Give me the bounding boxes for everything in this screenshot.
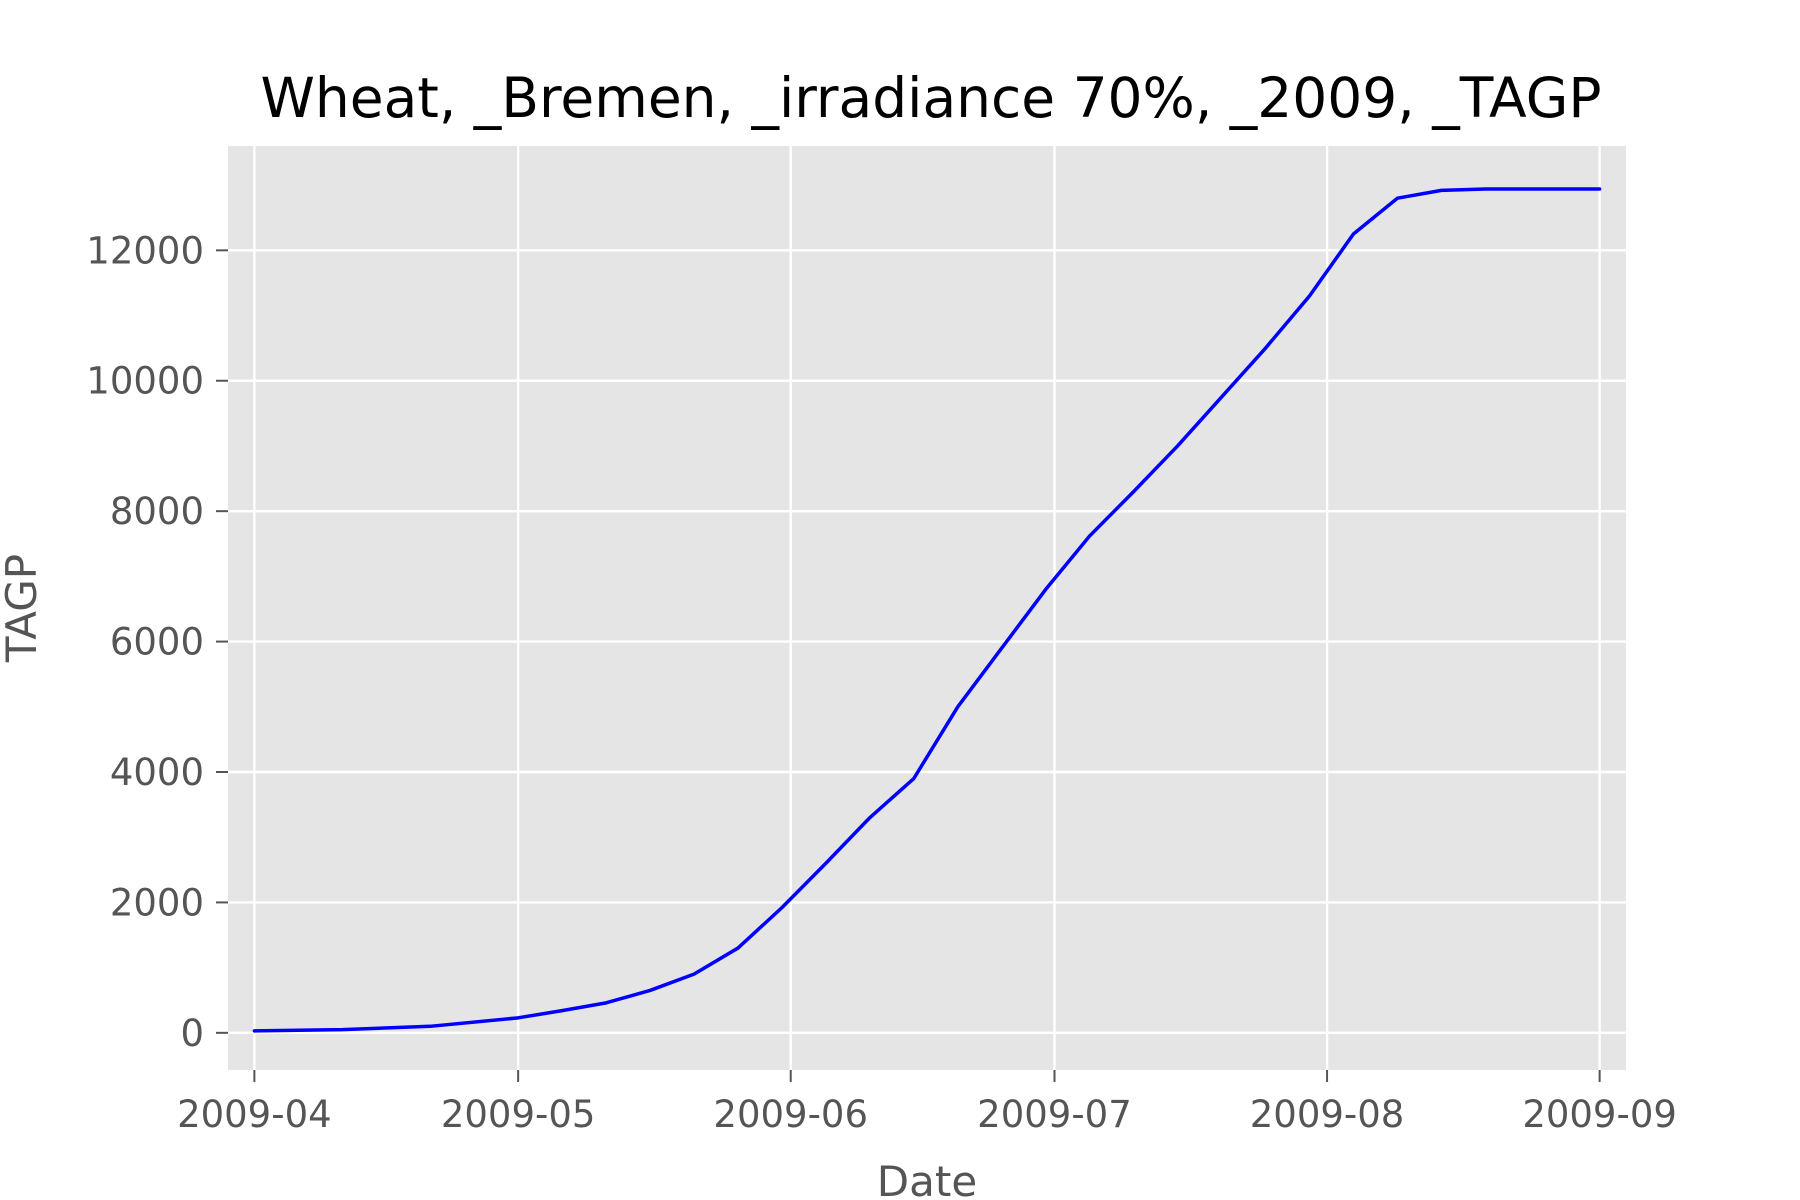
y-tick-label: 12000 — [86, 229, 204, 272]
series-line-0 — [252, 187, 1602, 1033]
x-tick-label: 2009-06 — [713, 1093, 868, 1136]
y-tick-label: 8000 — [110, 490, 204, 533]
y-tick-label: 0 — [180, 1012, 204, 1055]
tick-layer: 2009-04 2009-05 2009-06 2009-07 2009-08 2009-… — [86, 229, 1677, 1136]
y-axis-label: TAGP — [0, 554, 46, 663]
plot-area — [228, 146, 1626, 1070]
y-tick-label: 4000 — [110, 751, 204, 794]
y-tick-label: 6000 — [110, 621, 204, 664]
y-tick-label: 2000 — [110, 881, 204, 924]
x-tick-label: 2009-07 — [977, 1093, 1132, 1136]
y-tick-label: 10000 — [86, 360, 204, 403]
x-tick-label: 2009-04 — [177, 1093, 332, 1136]
grid-lines — [228, 146, 1626, 1070]
x-tick-label: 2009-09 — [1522, 1093, 1677, 1136]
x-tick-label: 2009-08 — [1250, 1093, 1405, 1136]
x-axis-label: Date — [877, 1157, 977, 1200]
chart-title: Wheat, _Bremen, _irradiance 70%, _2009, … — [260, 66, 1601, 130]
series-layer — [252, 187, 1602, 1033]
x-tick-label: 2009-05 — [441, 1093, 596, 1136]
